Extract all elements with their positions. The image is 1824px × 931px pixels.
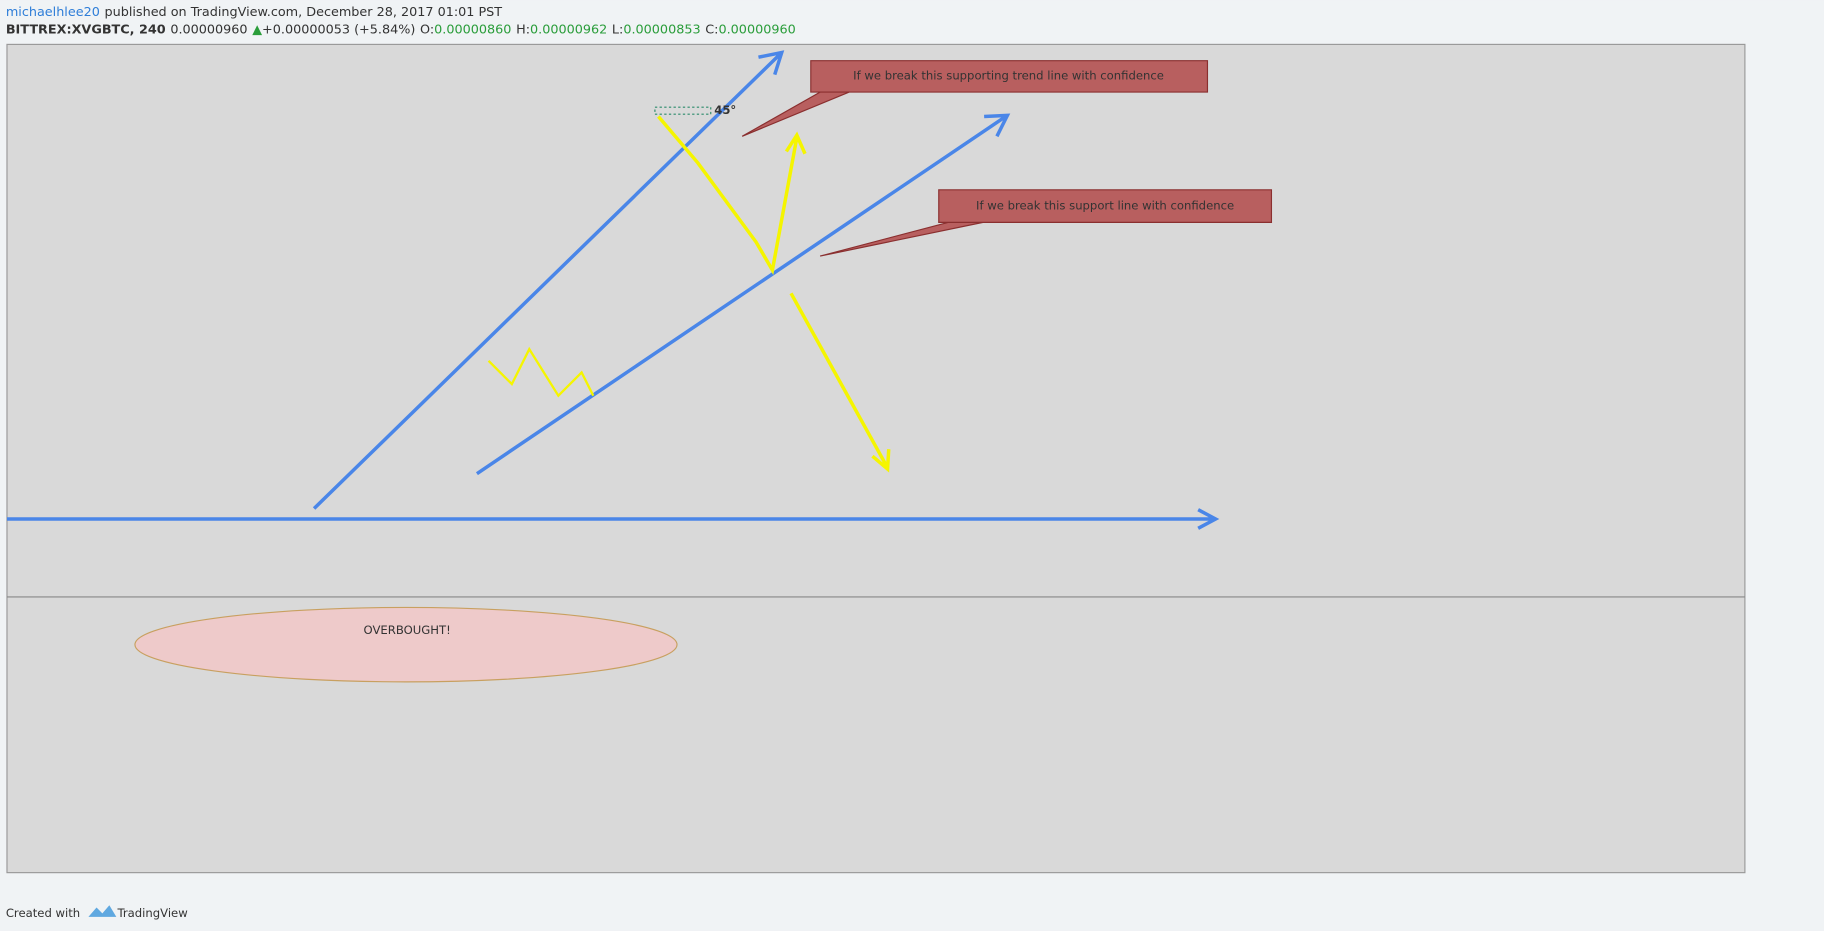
angle-label: 45° (714, 103, 736, 117)
callout-1 (741, 60, 1209, 137)
l-label: L: (612, 22, 623, 37)
header-line-2: BITTREX:XVGBTC, 240 0.00000960 ▲+0.0000005… (6, 22, 796, 37)
h-label: H: (516, 22, 530, 37)
footer-created: Created with (6, 906, 80, 920)
arrow (475, 113, 1011, 476)
symbol: BITTREX:XVGBTC, 240 (6, 22, 166, 37)
published: published on TradingView.com, December 2… (105, 4, 503, 19)
callout-2-text: If we break this support line with confi… (976, 199, 1234, 213)
l: 0.00000853 (623, 22, 700, 37)
overbought-label: OVERBOUGHT! (364, 623, 451, 637)
footer-brand: TradingView (116, 906, 188, 920)
arrow (6, 508, 1220, 530)
up-arrow: ▲ (252, 22, 262, 37)
yellow-arrows (487, 115, 891, 473)
c: 0.00000960 (718, 22, 795, 37)
arrow (312, 50, 785, 510)
author: michaelhlee20 (6, 4, 100, 19)
arrow (657, 115, 807, 276)
last: 0.00000960 (170, 22, 247, 37)
c-label: C: (705, 22, 718, 37)
blue-arrows (6, 50, 1220, 530)
callout-2 (819, 189, 1273, 257)
tv-logo (88, 905, 117, 917)
o: 0.00000860 (434, 22, 511, 37)
h: 0.00000962 (530, 22, 607, 37)
o-label: O: (420, 22, 434, 37)
header-line-1: michaelhlee20 published on TradingView.co… (6, 4, 502, 19)
drawings: OVERBOUGHT! 45° If we break this support… (6, 50, 1745, 683)
arrow (789, 292, 891, 473)
zigzag (487, 346, 595, 398)
fan-box (654, 106, 712, 115)
overbought-ellipse (134, 606, 678, 683)
callout-1-text: If we break this supporting trend line w… (853, 68, 1164, 82)
change: +0.00000053 (+5.84%) (262, 22, 415, 37)
